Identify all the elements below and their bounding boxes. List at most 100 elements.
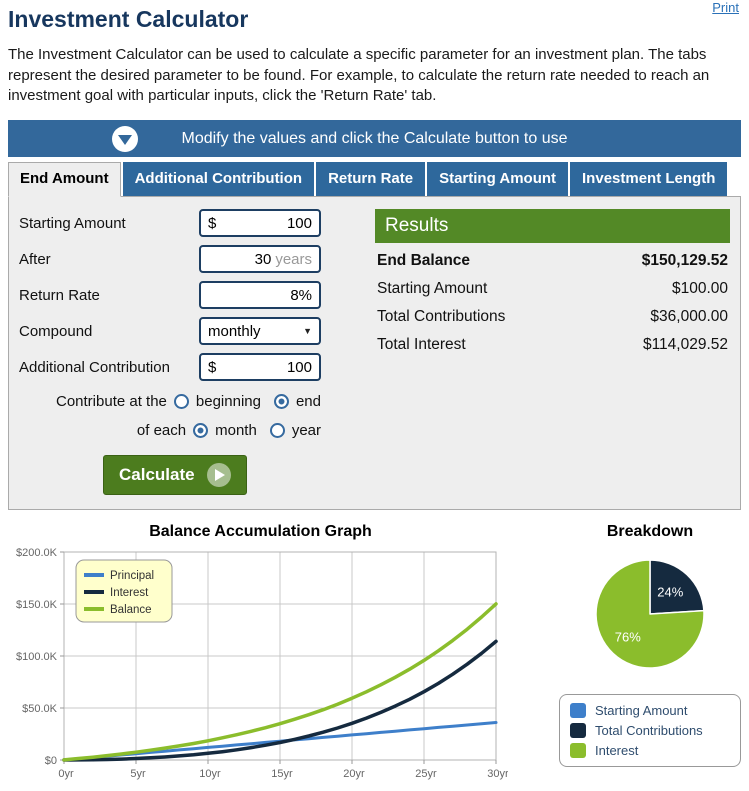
total-interest-label: Total Interest — [377, 336, 466, 354]
chevron-down-icon: ▼ — [303, 326, 312, 337]
breakdown-pie-chart: 0%24%76% — [595, 559, 705, 669]
results-header: Results — [375, 209, 730, 244]
result-row-total-interest: Total Interest $114,029.52 — [375, 331, 730, 359]
svg-text:$150.0K: $150.0K — [16, 599, 58, 611]
legend-item-total-contributions: Total Contributions — [570, 723, 730, 739]
starting-amount-result-label: Starting Amount — [377, 280, 488, 298]
svg-text:0yr: 0yr — [58, 768, 74, 780]
legend-interest-label: Interest — [595, 743, 639, 759]
dollar-prefix: $ — [208, 358, 217, 376]
form-row-after: After years — [19, 245, 321, 274]
radio-beginning[interactable] — [173, 394, 189, 410]
contribute-timing-row: Contribute at the beginning end — [19, 393, 321, 410]
contribute-at-the-label: Contribute at the — [56, 393, 167, 411]
results-panel: Results End Balance $150,129.52 Starting… — [375, 209, 730, 495]
page-description: The Investment Calculator can be used to… — [8, 46, 710, 105]
svg-text:76%: 76% — [615, 630, 641, 645]
starting-amount-result-value: $100.00 — [671, 280, 728, 298]
page-title: Investment Calculator — [8, 6, 249, 32]
svg-text:$200.0K: $200.0K — [16, 547, 58, 559]
year-label[interactable]: year — [291, 422, 321, 440]
svg-text:5yr: 5yr — [130, 768, 146, 780]
return-rate-input[interactable] — [208, 286, 312, 304]
form-row-starting-amount: Starting Amount $ — [19, 209, 321, 238]
after-field[interactable]: years — [199, 245, 321, 274]
result-row-starting-amount: Starting Amount $100.00 — [375, 275, 730, 303]
svg-text:$0: $0 — [45, 755, 57, 767]
tab-bar: End Amount Additional Contribution Retur… — [8, 162, 741, 198]
line-chart-title: Balance Accumulation Graph — [149, 523, 372, 541]
return-rate-label: Return Rate — [19, 286, 100, 304]
total-contributions-value: $36,000.00 — [650, 308, 728, 326]
return-rate-field[interactable] — [199, 281, 321, 310]
compound-field[interactable]: monthly ▼ — [199, 317, 321, 346]
play-circle-icon — [206, 463, 231, 488]
years-suffix: years — [275, 250, 312, 268]
tab-starting-amount[interactable]: Starting Amount — [427, 162, 569, 197]
end-balance-label: End Balance — [377, 252, 471, 270]
calculate-button-label: Calculate — [119, 465, 195, 485]
play-triangle-icon — [215, 469, 226, 482]
svg-text:25yr: 25yr — [415, 768, 437, 780]
pie-chart-title: Breakdown — [606, 523, 694, 541]
radio-month[interactable] — [193, 423, 209, 439]
calculate-button[interactable]: Calculate — [103, 455, 247, 496]
pie-legend: Starting Amount Total Contributions Inte… — [559, 694, 741, 768]
balance-accumulation-section: Balance Accumulation Graph $0 $50.0K $100.… — [8, 523, 513, 791]
additional-contribution-field[interactable]: $ — [199, 353, 321, 382]
svg-text:15yr: 15yr — [271, 768, 293, 780]
svg-text:$100.0K: $100.0K — [16, 651, 58, 663]
legend-starting-amount-label: Starting Amount — [595, 703, 688, 719]
balance-accumulation-chart: $0 $50.0K $100.0K $150.0K $200.0K 0yr 5yr 10yr 1… — [16, 547, 509, 780]
contribute-frequency-row: of each month year — [19, 422, 321, 439]
total-contributions-swatch — [570, 723, 586, 739]
total-interest-value: $114,029.52 — [642, 336, 728, 354]
after-label: After — [19, 250, 51, 268]
tab-end-amount[interactable]: End Amount — [8, 162, 121, 198]
end-balance-value: $150,129.52 — [641, 252, 728, 270]
starting-amount-input[interactable] — [216, 214, 312, 232]
calculator-form: Starting Amount $ After years Return Rat… — [19, 209, 321, 496]
tab-investment-length[interactable]: Investment Length — [570, 162, 728, 197]
form-row-additional-contribution: Additional Contribution $ — [19, 353, 321, 382]
month-label[interactable]: month — [215, 422, 257, 440]
form-row-return-rate: Return Rate — [19, 281, 321, 310]
svg-text:Balance: Balance — [110, 604, 152, 616]
starting-amount-label: Starting Amount — [19, 214, 126, 232]
compound-label: Compound — [19, 322, 93, 340]
legend-total-contributions-label: Total Contributions — [595, 723, 703, 739]
tab-additional-contribution[interactable]: Additional Contribution — [122, 162, 315, 197]
legend-item-starting-amount: Starting Amount — [570, 703, 730, 719]
tab-return-rate[interactable]: Return Rate — [316, 162, 426, 197]
result-row-end-balance: End Balance $150,129.52 — [375, 247, 730, 275]
print-link[interactable]: Print — [712, 0, 739, 15]
form-row-compound: Compound monthly ▼ — [19, 317, 321, 346]
chevron-down-icon — [118, 134, 132, 145]
starting-amount-field[interactable]: $ — [199, 209, 321, 238]
svg-text:$50.0K: $50.0K — [22, 703, 58, 715]
info-bar-text: Modify the values and click the Calculat… — [181, 129, 568, 147]
breakdown-section: Breakdown 0%24%76% Starting Amount Total… — [559, 523, 741, 791]
after-years-input[interactable] — [208, 250, 272, 268]
collapse-circle-icon[interactable] — [112, 125, 138, 152]
dollar-prefix: $ — [208, 214, 217, 232]
svg-text:30yr: 30yr — [487, 768, 508, 780]
compound-select[interactable]: monthly — [208, 322, 302, 340]
svg-text:10yr: 10yr — [199, 768, 221, 780]
info-bar: Modify the values and click the Calculat… — [8, 120, 741, 158]
interest-swatch — [570, 743, 586, 759]
additional-contribution-input[interactable] — [216, 358, 312, 376]
total-contributions-label: Total Contributions — [377, 308, 506, 326]
of-each-label: of each — [136, 422, 187, 440]
calculator-panel: Starting Amount $ After years Return Rat… — [8, 196, 741, 511]
end-label[interactable]: end — [295, 393, 321, 411]
radio-year[interactable] — [269, 423, 285, 439]
beginning-label[interactable]: beginning — [195, 393, 261, 411]
starting-amount-swatch — [570, 703, 586, 719]
radio-end[interactable] — [273, 394, 289, 410]
svg-text:Principal: Principal — [110, 570, 154, 582]
charts-section: Balance Accumulation Graph $0 $50.0K $100.… — [8, 523, 741, 791]
legend-item-interest: Interest — [570, 743, 730, 759]
svg-text:Interest: Interest — [110, 587, 149, 599]
